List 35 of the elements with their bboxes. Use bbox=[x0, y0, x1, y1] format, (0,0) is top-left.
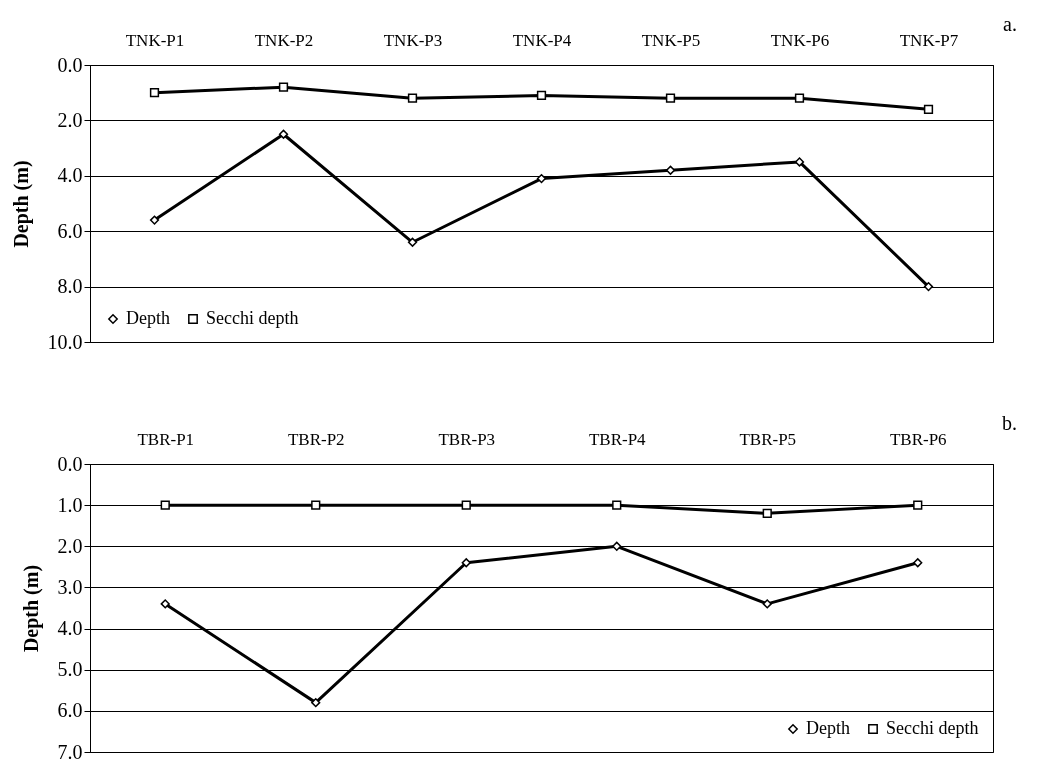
y-tick-label: 3.0 bbox=[57, 575, 83, 598]
y-axis-title: Depth (m) bbox=[19, 564, 43, 653]
x-tick-label: TNK-P2 bbox=[254, 30, 314, 50]
y-tick-label: 8.0 bbox=[57, 275, 83, 298]
y-tick-label: 2.0 bbox=[57, 534, 83, 557]
y-tick-label: 0.0 bbox=[57, 53, 83, 76]
x-tick-label: TBR-P2 bbox=[287, 429, 345, 449]
y-tick-label: 5.0 bbox=[57, 658, 83, 681]
legend-label: Depth bbox=[126, 308, 170, 328]
y-tick-label: 6.0 bbox=[57, 699, 83, 722]
legend-label: Secchi depth bbox=[886, 718, 979, 738]
x-tick-label: TBR-P1 bbox=[137, 429, 195, 449]
y-tick-label: 10.0 bbox=[47, 330, 83, 353]
chart-title: b. bbox=[1002, 412, 1017, 434]
y-tick-label: 1.0 bbox=[57, 493, 83, 516]
y-tick-label: 6.0 bbox=[57, 219, 83, 242]
y-tick-label: 0.0 bbox=[57, 452, 83, 475]
y-axis-title: Depth (m) bbox=[9, 160, 33, 248]
legend-label: Depth bbox=[806, 718, 850, 738]
x-tick-label: TNK-P6 bbox=[770, 30, 830, 50]
x-tick-label: TBR-P5 bbox=[739, 429, 797, 449]
y-tick-label: 2.0 bbox=[57, 108, 83, 131]
x-tick-label: TBR-P6 bbox=[889, 429, 947, 449]
y-tick-label: 4.0 bbox=[57, 617, 83, 640]
x-tick-label: TNK-P4 bbox=[512, 30, 572, 50]
legend-label: Secchi depth bbox=[206, 308, 299, 328]
x-tick-label: TNK-P1 bbox=[125, 30, 185, 50]
chart-title: a. bbox=[1003, 13, 1017, 35]
y-tick-label: 7.0 bbox=[57, 740, 83, 763]
x-tick-label: TBR-P3 bbox=[438, 429, 496, 449]
x-tick-label: TNK-P7 bbox=[899, 30, 959, 50]
x-tick-label: TNK-P3 bbox=[383, 30, 443, 50]
y-tick-label: 4.0 bbox=[57, 164, 83, 187]
x-tick-label: TNK-P5 bbox=[641, 30, 701, 50]
x-tick-label: TBR-P4 bbox=[588, 429, 647, 449]
